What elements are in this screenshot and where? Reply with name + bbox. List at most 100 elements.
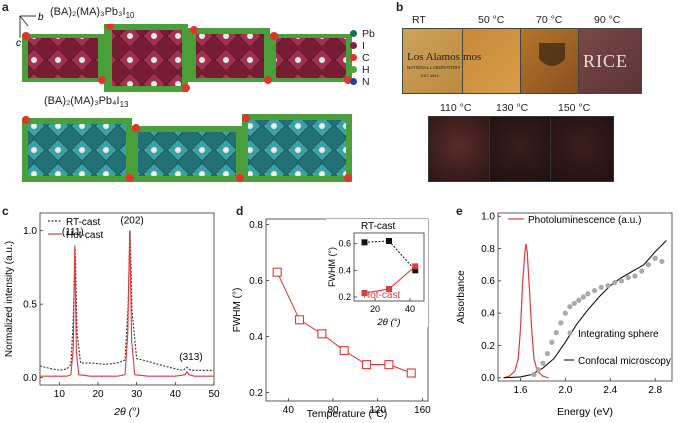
legend-row-i: I (350, 40, 375, 52)
photo-label-rt: RT (412, 14, 426, 26)
film-photo-130 (489, 116, 551, 182)
legend-sphere-label: Integrating sphere (578, 329, 659, 340)
n-swatch (350, 78, 357, 85)
fwhm-marker (406, 368, 416, 378)
absorbance-chart: 1.6 2.0 2.4 2.8 0.0 0.2 0.4 0.6 0.8 1.0 Photolumin… (456, 212, 673, 418)
integrating-sphere-marker (652, 255, 658, 261)
xrd-xtick-label: 50 (208, 389, 220, 400)
integrating-sphere-marker (540, 360, 546, 366)
photo-label-110: 110 °C (440, 102, 472, 114)
fwhm-xtick-label: 160 (414, 405, 431, 416)
rice-shield-icon (539, 43, 565, 66)
inset-hot-cast-marker (361, 290, 368, 296)
integrating-sphere-marker (585, 291, 591, 297)
atom-legend: Pb I C H N (350, 28, 375, 88)
formula-top: (BA)₂(MA)₃Pb₃I10 (50, 6, 135, 21)
c-swatch (350, 54, 357, 61)
absorbance-x-axis-label: Energy (eV) (557, 406, 613, 418)
inset-xtick-label: 40 (405, 304, 415, 314)
xrd-y-axis-label: Normalized intensity (a.u.) (4, 241, 15, 357)
inset-x-axis-label: 2θ (°) (376, 317, 400, 328)
legend-row-n: N (350, 76, 375, 88)
integrating-sphere-marker (544, 350, 550, 357)
axis-c-label: c (16, 38, 21, 49)
photo-label-90: 90 °C (594, 14, 621, 26)
xrd-xtick-label: 40 (170, 389, 182, 400)
xrd-plot-frame (39, 212, 215, 386)
panel-d-letter: d (236, 204, 244, 218)
xrd-xtick-label: 10 (54, 389, 66, 400)
formula-bottom: (BA)₂(MA)₃Pb₄I13 (44, 95, 129, 110)
absorbance-ytick-label: 0.4 (481, 308, 495, 319)
integrating-sphere-marker (535, 367, 542, 373)
absorbance-xtick-label: 2.0 (558, 385, 572, 396)
inset-ytick-label: 0.2 (338, 292, 351, 302)
inset-rt-cast-marker (412, 267, 419, 274)
fwhm-x-axis-label: Temperature (°C) (307, 408, 388, 420)
inset-hot-cast-marker (386, 286, 392, 292)
integrating-sphere-marker (591, 287, 598, 294)
integrating-sphere-marker (549, 339, 555, 345)
integrating-sphere-marker (576, 297, 582, 303)
integrating-sphere-marker (645, 262, 652, 268)
i-swatch (350, 42, 357, 49)
integrating-sphere-marker (598, 284, 604, 290)
inset-y-axis-label: FWHM (°) (327, 247, 337, 287)
fwhm-marker (272, 267, 282, 277)
h-swatch (350, 66, 357, 73)
xrd-x-axis-label: 2θ (°) (113, 406, 140, 418)
xrd-ytick-label: 0.5 (23, 299, 37, 310)
xrd-xtick-label: 30 (131, 389, 143, 400)
photo-label-150: 150 °C (558, 102, 591, 114)
inset-plot-frame (353, 232, 425, 302)
integrating-sphere-marker (659, 258, 665, 265)
legend-rt-cast-label: RT-cast (66, 217, 100, 228)
integrating-sphere-marker (562, 310, 568, 316)
absorbance-ytick-label: 0.8 (481, 244, 495, 255)
integrating-sphere-marker (553, 329, 559, 336)
absorbance-xtick-label: 1.6 (513, 385, 527, 396)
peak-111-label: (111) (62, 227, 84, 238)
fwhm-marker (384, 360, 394, 370)
film-photo-90: RICE (578, 28, 642, 94)
integrating-sphere-marker (612, 279, 618, 286)
xrd-ytick-label: 0.0 (23, 373, 37, 384)
rice-text: RICE (583, 51, 629, 71)
film-photo-110 (428, 116, 490, 182)
integrating-sphere-marker (558, 320, 564, 326)
integrating-sphere-marker (580, 294, 586, 300)
legend-row-pb: Pb (350, 28, 375, 40)
absorbance-ytick-label: 0.0 (481, 373, 495, 384)
legend-hot-cast-label: Hot-cast (66, 230, 103, 241)
fwhm-ytick-label: 0.6 (249, 276, 263, 287)
panel-e-letter: e (456, 204, 463, 218)
inset-ytick-label: 0.6 (338, 239, 351, 249)
los-alamos-logo: Los Alamos (407, 51, 460, 63)
absorbance-plot-frame (497, 212, 673, 382)
absorbance-ytick-label: 0.2 (481, 341, 495, 352)
fwhm-chart: 40 80 120 160 0.2 0.4 0.6 0.8 FWHM (°) Temperatur… (232, 218, 431, 420)
legend-row-h: H (350, 64, 375, 76)
inset-xtick-label: 20 (370, 304, 380, 314)
integrating-sphere-marker (625, 275, 631, 281)
inset-hot-cast-label: Hot-cast (363, 290, 400, 301)
absorbance-y-axis-label: Absorbance (456, 270, 467, 324)
absorbance-ytick-label: 0.6 (481, 276, 495, 287)
fwhm-xtick-label: 120 (369, 405, 386, 416)
inset-background (326, 219, 428, 327)
los-alamos-est: EST 1943 (421, 73, 439, 78)
fwhm-ytick-label: 0.2 (249, 388, 263, 399)
panel-b-letter: b (396, 0, 404, 14)
xrd-chart: 10 20 30 40 50 0.0 0.5 1.0 RT-cast Hot-cast(111) (… (4, 212, 220, 418)
integrating-sphere-marker (618, 278, 625, 284)
legend-sphere-swatch (567, 330, 573, 336)
photo-label-130: 130 °C (496, 102, 529, 114)
crystal-structure-bottom (22, 114, 352, 182)
legend-row-c: C (350, 52, 375, 64)
film-photo-50: mos (462, 28, 522, 94)
los-alamos-subtext: NATIONAL LABORATORY (407, 65, 461, 70)
fwhm-y-axis-label: FWHM (°) (232, 288, 243, 333)
xrd-ytick-label: 1.0 (23, 226, 37, 237)
legend-confocal-label: Confocal microscopy (578, 356, 671, 367)
fwhm-marker (294, 315, 305, 325)
